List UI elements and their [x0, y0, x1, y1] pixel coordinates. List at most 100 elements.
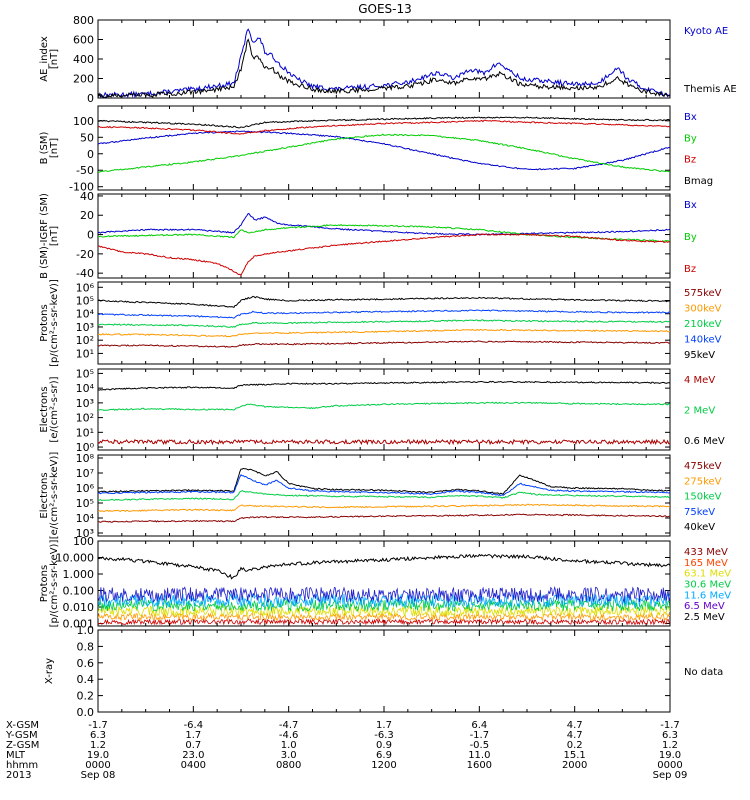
- y-tick-label: -40: [76, 267, 94, 280]
- series-kyoto-ae: [98, 28, 670, 98]
- y-tick-label: 10²: [76, 412, 94, 425]
- y-tick-label: 0.100: [63, 585, 95, 598]
- y-axis-label: B (SM)-IGRF (SM): [39, 193, 50, 279]
- plot-area: [98, 553, 670, 626]
- y-tick-label: -50: [76, 164, 94, 177]
- legend-entry: 2.5 MeV: [684, 612, 725, 623]
- footer-value: 0000: [657, 760, 682, 771]
- plot-area: [98, 28, 670, 98]
- legend-entry: 30.6 MeV: [684, 580, 731, 591]
- footer-value: 1.7: [185, 730, 201, 741]
- footer-value: 1.2: [662, 740, 678, 751]
- y-tick-label: 10⁸: [76, 452, 95, 465]
- footer-value: 3.0: [281, 750, 297, 761]
- footer-value: 1200: [371, 760, 396, 771]
- series-75kev: [98, 474, 670, 496]
- y-tick-label: 0.010: [63, 601, 95, 614]
- series-40kev: [98, 467, 670, 495]
- series-300kev: [98, 309, 670, 319]
- panel-bsm: 100 50 0 -50 -100 B (SM) [nT] Bx By Bz Bmag: [39, 105, 713, 194]
- series-63.1-mev: [98, 598, 670, 613]
- legend-entry: 0.6 MeV: [684, 436, 725, 447]
- series-bz: [98, 233, 670, 276]
- legend-entry: 75keV: [684, 507, 715, 518]
- legend-entry: 63.1 MeV: [684, 569, 731, 580]
- y-axis-label: AE_index: [39, 36, 50, 82]
- y-tick-label: 50: [80, 131, 94, 144]
- legend-entry: Bx: [684, 112, 697, 123]
- series-95kev: [98, 340, 670, 348]
- y-tick-label: 0.8: [77, 640, 95, 653]
- footer-value: 0.2: [567, 740, 583, 751]
- footer-value: 0800: [276, 760, 301, 771]
- legend-entry: 2 MeV: [684, 406, 715, 417]
- legend-entry: Bz: [684, 155, 696, 166]
- y-tick-label: 100: [73, 115, 94, 128]
- legend-entry: 165 MeV: [684, 558, 728, 569]
- y-axis-label: Electrons: [39, 472, 50, 518]
- y-tick-label: 0: [87, 148, 94, 161]
- series-2-mev: [98, 401, 670, 412]
- y-tick-label: 1.0: [77, 624, 95, 637]
- y-tick-label: 10⁵: [76, 367, 94, 380]
- y-axis-label: [nT]: [49, 49, 60, 69]
- y-tick-label: 20: [80, 209, 94, 222]
- footer-row-label: X-GSM: [6, 720, 39, 731]
- y-tick-label: 0.4: [77, 673, 95, 686]
- y-axis-label: [nT]: [49, 138, 60, 158]
- y-axis-label: [e/(cm²-s-sr)]: [49, 376, 60, 442]
- footer-value: 6.3: [662, 730, 678, 741]
- footer-row-label: Z-GSM: [6, 740, 39, 751]
- y-tick-label: 40: [80, 190, 94, 203]
- series-0.6-mev: [98, 380, 670, 391]
- legend-entry: 150keV: [684, 492, 722, 503]
- y-axis-label: Electrons: [39, 386, 50, 432]
- y-axis-label: Protons: [39, 304, 50, 341]
- y-tick-label: -100: [69, 181, 94, 194]
- legend-entry: 275keV: [684, 476, 722, 487]
- footer-value: -6.3: [374, 730, 394, 741]
- panel-digrf: 40 20 0 -20 -40 B (SM)-IGRF (SM) [nT] Bx By Bz: [39, 190, 697, 280]
- y-tick-label: 10⁶: [76, 281, 95, 294]
- y-tick-label: 200: [73, 73, 94, 86]
- series-475kev: [98, 513, 670, 523]
- y-axis-label: [nT]: [49, 226, 60, 246]
- footer-year: 2013: [6, 770, 31, 781]
- footer-row-label: hhmm: [6, 760, 38, 771]
- footer-value: 6.3: [90, 730, 106, 741]
- legend-entry: 475keV: [684, 461, 722, 472]
- series-bmag: [98, 116, 670, 129]
- footer-date: Sep 08: [81, 770, 116, 781]
- y-tick-label: 0.6: [77, 657, 95, 670]
- y-tick-label: 0.2: [77, 690, 95, 703]
- footer-value: 1600: [467, 760, 492, 771]
- series-575kev: [98, 295, 670, 309]
- footer-value: 6.9: [376, 750, 392, 761]
- panel-ae: 800 600 400 200 0 AE_index [nT] Kyoto AE Themis …: [39, 14, 737, 105]
- legend-entry: Bx: [684, 200, 697, 211]
- y-tick-label: 10⁵: [76, 295, 94, 308]
- legend-entry: 140keV: [684, 335, 722, 346]
- footer-value: -0.5: [470, 740, 490, 751]
- panel-frame: [97, 281, 671, 365]
- footer-value: 19.0: [87, 750, 109, 761]
- legend-entry: 433 MeV: [684, 547, 728, 558]
- legend-entry: Kyoto AE: [684, 26, 728, 37]
- series-bx: [98, 130, 670, 171]
- series-140kev: [98, 328, 670, 338]
- legend-entry: Themis AE: [683, 84, 737, 95]
- y-tick-label: 10⁷: [76, 467, 94, 480]
- y-tick-label: 0.001: [63, 618, 95, 631]
- legend-entry: 300keV: [684, 304, 722, 315]
- series-210kev: [98, 319, 670, 328]
- y-tick-label: 10¹: [76, 426, 94, 439]
- y-tick-label: 100: [73, 535, 94, 548]
- plot-area: [98, 116, 670, 173]
- y-tick-label: 10¹: [76, 347, 94, 360]
- y-tick-label: 10²: [76, 334, 94, 347]
- y-tick-label: 10⁰: [76, 441, 95, 454]
- y-tick-label: 10⁴: [76, 382, 95, 395]
- plot-area: [98, 467, 670, 523]
